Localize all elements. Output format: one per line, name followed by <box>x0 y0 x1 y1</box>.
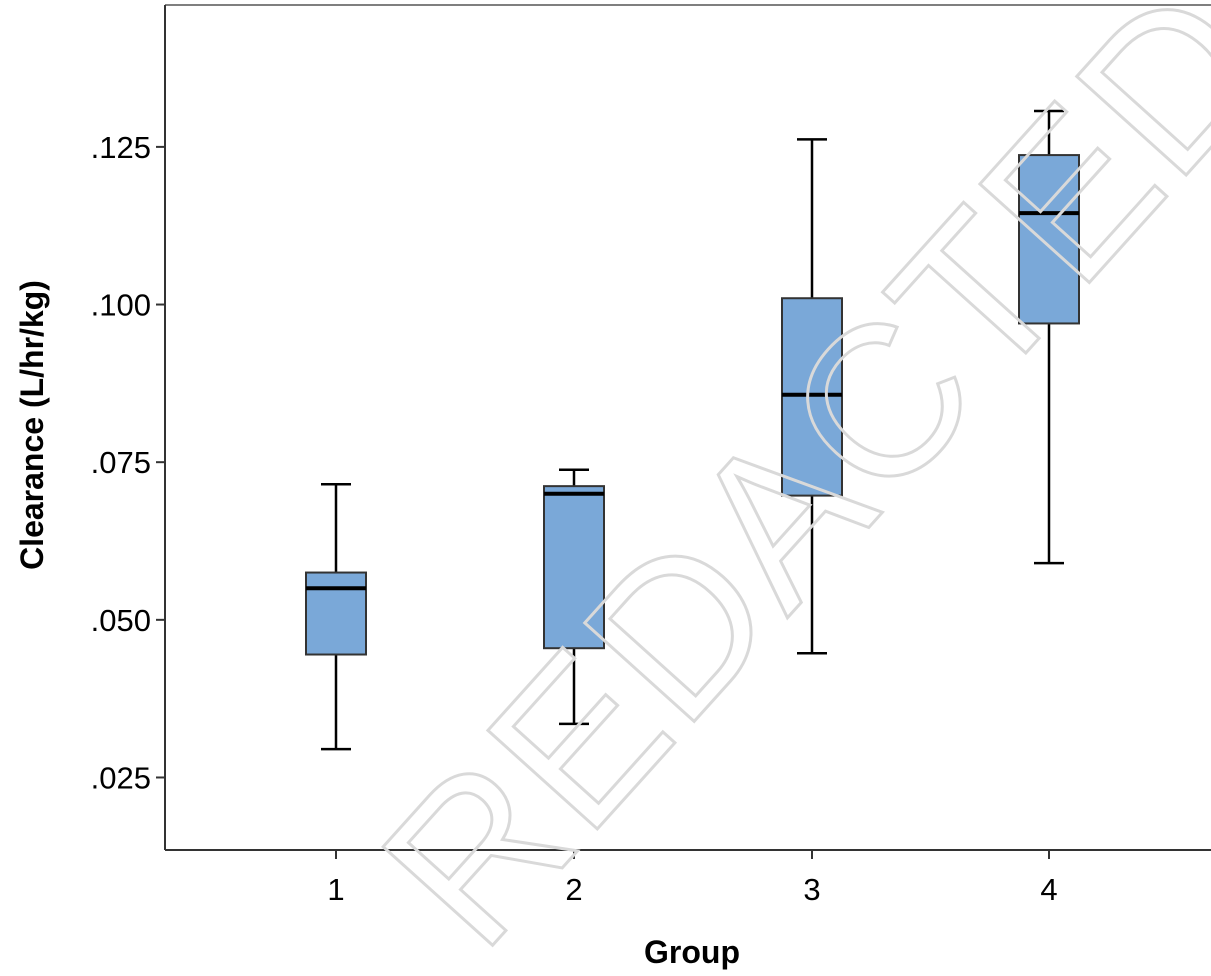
box-group-2 <box>543 468 605 726</box>
y-tick-label: .075 <box>91 445 151 480</box>
y-axis-title: Clearance (L/hr/kg) <box>14 280 50 570</box>
y-axis: .025 .050 .075 .100 .125 <box>91 130 165 795</box>
y-tick-label: .025 <box>91 760 151 795</box>
box-group-4 <box>1018 109 1080 565</box>
x-tick-label: 4 <box>1040 872 1057 907</box>
x-tick-label: 3 <box>803 872 820 907</box>
plot-frame <box>164 4 1211 851</box>
redacted-watermark: REDACTED <box>337 0 1211 976</box>
box-iqr <box>781 297 843 497</box>
box-iqr <box>543 485 605 650</box>
boxes <box>305 109 1080 751</box>
x-tick-label: 2 <box>565 872 582 907</box>
x-axis: 1 2 3 4 <box>327 850 1058 907</box>
y-tick-label: .125 <box>91 130 151 165</box>
y-tick-label: .100 <box>91 288 151 323</box>
box-group-3 <box>781 138 843 655</box>
box-iqr <box>305 571 367 656</box>
y-tick-label: .050 <box>91 603 151 638</box>
x-tick-label: 1 <box>327 872 344 907</box>
box-group-1 <box>305 483 367 751</box>
box-iqr <box>1018 154 1080 325</box>
x-axis-title: Group <box>644 934 740 970</box>
